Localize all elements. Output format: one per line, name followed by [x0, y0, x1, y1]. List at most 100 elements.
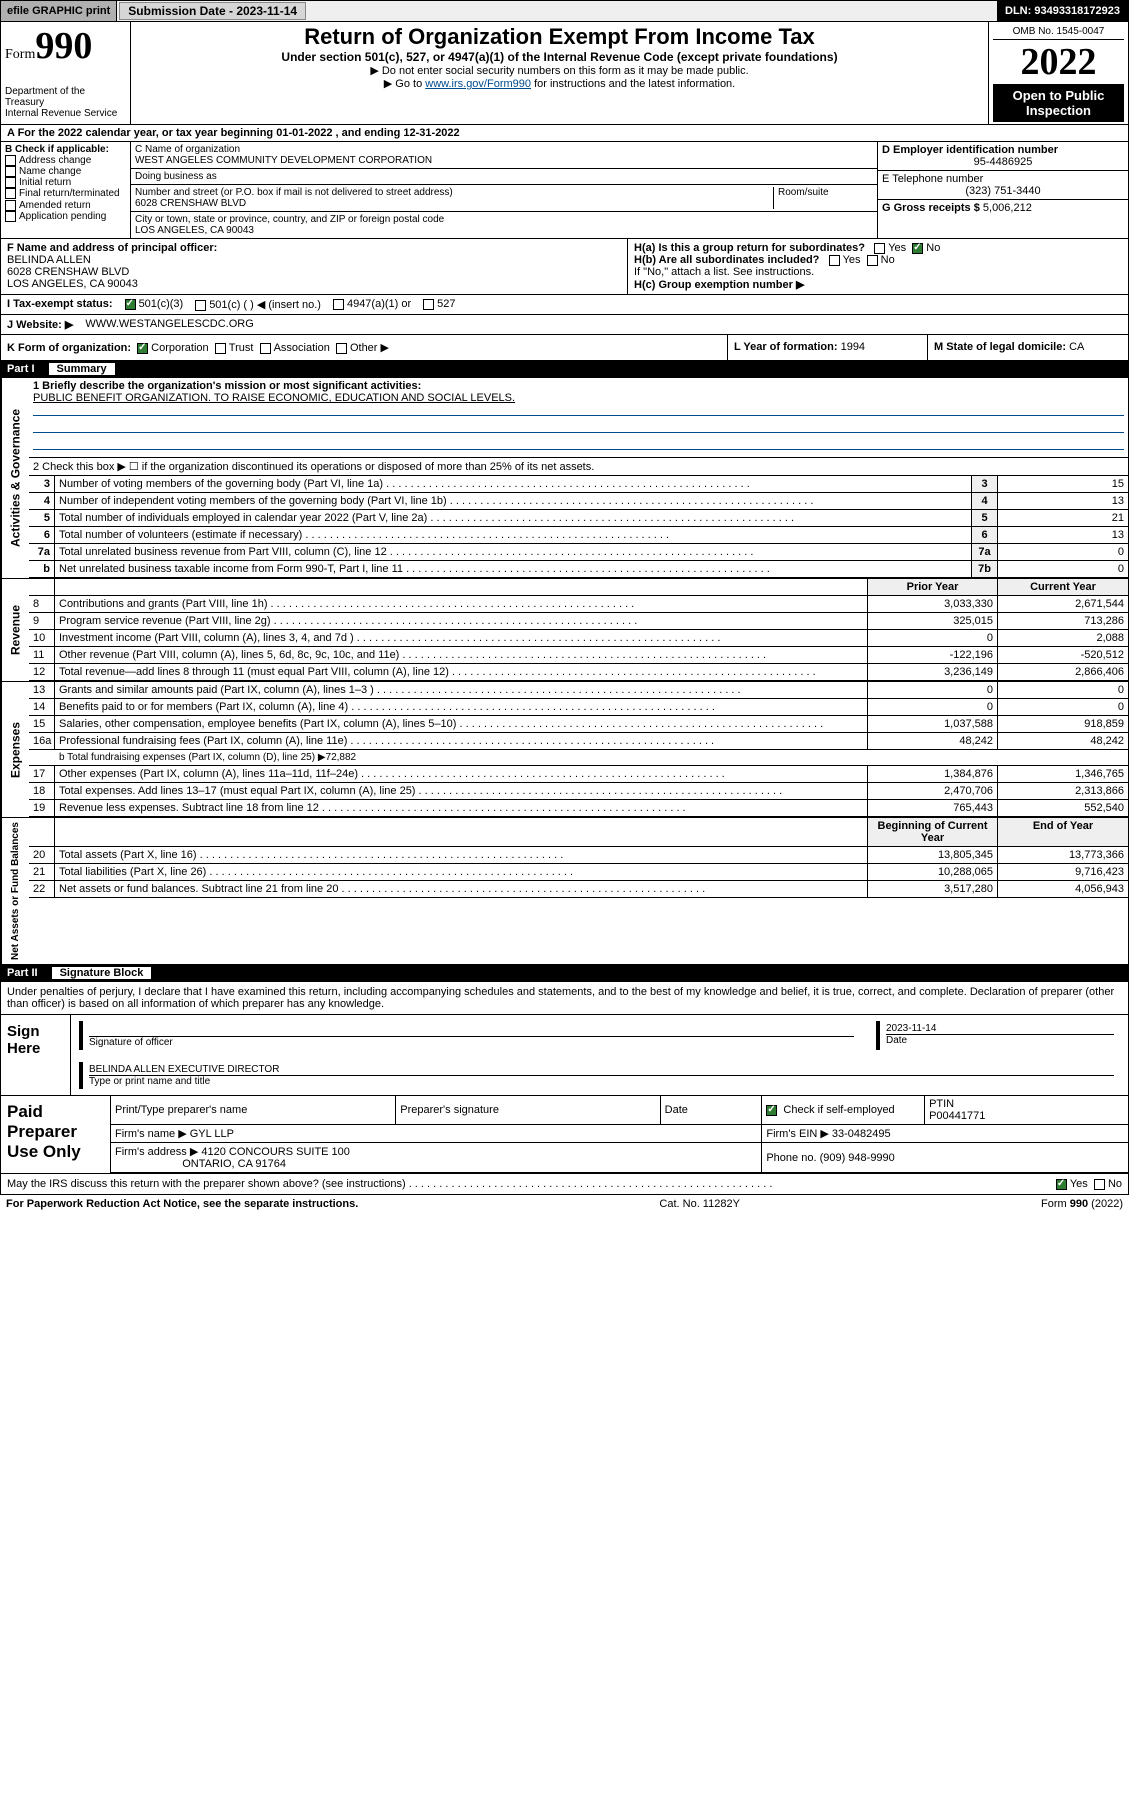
part-ii-label: Part II — [7, 967, 38, 979]
top-bar: efile GRAPHIC print Submission Date - 20… — [0, 0, 1129, 22]
hc-label: H(c) Group exemption number ▶ — [634, 279, 804, 291]
year-header: Prior Year Current Year — [29, 579, 1128, 596]
domicile: CA — [1069, 341, 1084, 353]
checkbox-amended-return[interactable]: Amended return — [5, 200, 126, 211]
4947-checkbox[interactable]: 4947(a)(1) or — [333, 298, 411, 311]
prep-date-label: Date — [660, 1096, 762, 1125]
ha-yes-checkbox[interactable] — [874, 243, 885, 254]
corp-checkbox[interactable] — [137, 343, 148, 354]
line-number: 19 — [29, 800, 55, 816]
501c-checkbox[interactable]: 501(c) ( ) ◀ (insert no.) — [195, 298, 321, 311]
room-label: Room/suite — [773, 187, 873, 209]
opt-527: 527 — [437, 298, 455, 310]
line-number: 6 — [29, 527, 55, 543]
street-value: 6028 CRENSHAW BLVD — [135, 198, 773, 209]
firm-name: GYL LLP — [190, 1128, 234, 1140]
two-year-line: 21 Total liabilities (Part X, line 26) 1… — [29, 864, 1128, 881]
hb-label: H(b) Are all subordinates included? — [634, 254, 819, 266]
current-year-value: 9,716,423 — [998, 864, 1128, 880]
line-desc: Total unrelated business revenue from Pa… — [55, 544, 972, 560]
checkbox-application-pending[interactable]: Application pending — [5, 211, 126, 222]
line-number: 12 — [29, 664, 55, 680]
self-employed-checkbox[interactable] — [766, 1105, 777, 1116]
line-desc: Total number of volunteers (estimate if … — [55, 527, 972, 543]
line-value: 0 — [998, 544, 1128, 560]
opt-4947: 4947(a)(1) or — [347, 298, 411, 310]
two-year-line: 13 Grants and similar amounts paid (Part… — [29, 682, 1128, 699]
phone-label: E Telephone number — [882, 173, 1124, 185]
line-desc: Number of independent voting members of … — [55, 493, 972, 509]
row-a-prefix: A For the 2022 calendar year, or tax yea… — [7, 127, 276, 139]
ptin-value: P00441771 — [929, 1110, 985, 1122]
line-number: 8 — [29, 596, 55, 612]
discuss-no: No — [1108, 1178, 1122, 1190]
open-inspection: Open to Public Inspection — [993, 84, 1124, 122]
tax-year: 2022 — [993, 40, 1124, 84]
assoc-checkbox[interactable] — [260, 343, 271, 354]
org-name: WEST ANGELES COMMUNITY DEVELOPMENT CORPO… — [135, 155, 873, 166]
501c3-checkbox[interactable]: 501(c)(3) — [125, 298, 184, 311]
year-formation-label: L Year of formation: — [734, 341, 838, 353]
checkbox-name-change[interactable]: Name change — [5, 166, 126, 177]
discuss-no-checkbox[interactable] — [1094, 1179, 1105, 1190]
line-number: 18 — [29, 783, 55, 799]
summary-line: b Net unrelated business taxable income … — [29, 561, 1128, 578]
prior-year-value: 1,037,588 — [868, 716, 998, 732]
website-label: J Website: ▶ — [7, 318, 73, 331]
prior-year-value: 3,033,330 — [868, 596, 998, 612]
line-number: 4 — [29, 493, 55, 509]
officer-sub: Type or print name and title — [89, 1076, 210, 1087]
year-formation: 1994 — [841, 341, 865, 353]
line-desc: Investment income (Part VIII, column (A)… — [55, 630, 868, 646]
opt-501c3: 501(c)(3) — [139, 298, 184, 310]
hb-no-checkbox[interactable] — [867, 255, 878, 266]
website-value: WWW.WESTANGELESCDC.ORG — [85, 318, 253, 331]
irs-link[interactable]: www.irs.gov/Form990 — [425, 78, 531, 90]
current-year-value: 552,540 — [998, 800, 1128, 816]
col-d: D Employer identification number 95-4486… — [878, 142, 1128, 238]
checkbox-address-change[interactable]: Address change — [5, 155, 126, 166]
line-16b: b Total fundraising expenses (Part IX, c… — [29, 750, 1128, 766]
checkbox-initial-return[interactable]: Initial return — [5, 177, 126, 188]
line-desc: Total expenses. Add lines 13–17 (must eq… — [55, 783, 868, 799]
phone-value: (323) 751-3440 — [882, 185, 1124, 197]
current-year-value: 918,859 — [998, 716, 1128, 732]
checkbox-final-return[interactable]: Final return/terminated — [5, 188, 126, 199]
trust-checkbox[interactable] — [215, 343, 226, 354]
row-a-tax-year: A For the 2022 calendar year, or tax yea… — [0, 125, 1129, 142]
other-checkbox[interactable] — [336, 343, 347, 354]
col-b-label: B Check if applicable: — [5, 144, 126, 155]
opt-trust: Trust — [229, 342, 254, 354]
gross-label: G Gross receipts $ — [882, 202, 980, 214]
discuss-yes: Yes — [1070, 1178, 1088, 1190]
prior-year-value: 13,805,345 — [868, 847, 998, 863]
omb-number: OMB No. 1545-0047 — [993, 24, 1124, 40]
line-1-label: 1 Briefly describe the organization's mi… — [33, 380, 421, 392]
submission-date-button[interactable]: Submission Date - 2023-11-14 — [119, 2, 306, 20]
line-1: 1 Briefly describe the organization's mi… — [29, 378, 1128, 458]
footer-mid: Cat. No. 11282Y — [659, 1198, 740, 1210]
line-desc: Grants and similar amounts paid (Part IX… — [55, 682, 868, 698]
firm-name-label: Firm's name ▶ — [115, 1128, 187, 1140]
officer-addr2: LOS ANGELES, CA 90043 — [7, 278, 138, 290]
row-a-begin: 01-01-2022 — [276, 127, 332, 139]
org-name-label: C Name of organization — [135, 144, 873, 155]
line-desc: Total revenue—add lines 8 through 11 (mu… — [55, 664, 868, 680]
line-number: 11 — [29, 647, 55, 663]
line-desc: Program service revenue (Part VIII, line… — [55, 613, 868, 629]
ha-no-checkbox[interactable] — [912, 243, 923, 254]
two-year-line: 15 Salaries, other compensation, employe… — [29, 716, 1128, 733]
hb-note: If "No," attach a list. See instructions… — [634, 266, 1122, 278]
footer-right: Form 990 (2022) — [1041, 1198, 1123, 1210]
officer-label: F Name and address of principal officer: — [7, 242, 217, 254]
two-year-line: 8 Contributions and grants (Part VIII, l… — [29, 596, 1128, 613]
527-checkbox[interactable]: 527 — [423, 298, 455, 311]
prior-year-value: 325,015 — [868, 613, 998, 629]
section-bcd: B Check if applicable: Address change Na… — [0, 142, 1129, 239]
current-year-value: 4,056,943 — [998, 881, 1128, 897]
two-year-line: 17 Other expenses (Part IX, column (A), … — [29, 766, 1128, 783]
hb-yes-checkbox[interactable] — [829, 255, 840, 266]
line-box: 5 — [972, 510, 998, 526]
discuss-yes-checkbox[interactable] — [1056, 1179, 1067, 1190]
ein-label: D Employer identification number — [882, 144, 1124, 156]
